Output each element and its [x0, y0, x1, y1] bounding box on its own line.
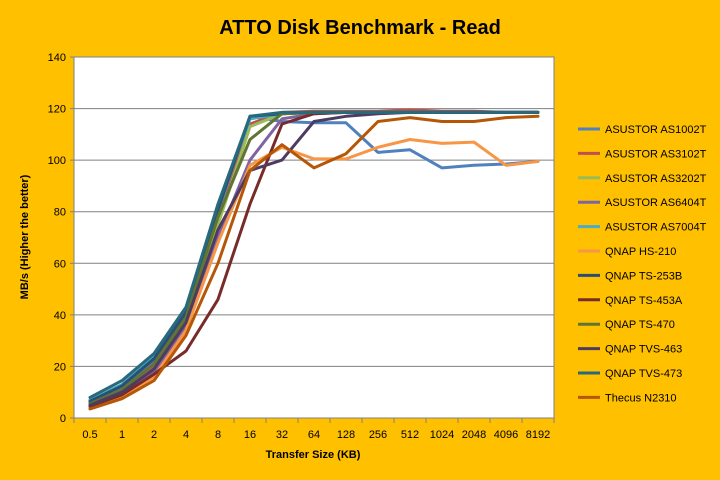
- x-tick-labels: 0.5 1 2 4 8 16 32 64 128 256 512 1024 2048 4096 8192: [82, 429, 550, 441]
- series-line: [88, 110, 540, 399]
- legend-label: ASUSTOR AS7004T: [605, 222, 707, 234]
- y-tick-label: 80: [54, 207, 66, 219]
- chart-title: ATTO Disk Benchmark - Read: [219, 17, 501, 39]
- x-tick-label: 256: [369, 429, 387, 441]
- legend-label: QNAP TS-253B: [605, 270, 682, 282]
- legend-label: Thecus N2310: [605, 392, 677, 404]
- y-tick-label: 40: [54, 310, 66, 322]
- y-tick-label: 0: [60, 413, 66, 425]
- legend-label: ASUSTOR AS1002T: [605, 124, 707, 136]
- x-tick-label: 32: [276, 429, 288, 441]
- x-tick-label: 2048: [462, 429, 486, 441]
- x-tick-label: 8192: [526, 429, 550, 441]
- legend-label: ASUSTOR AS3102T: [605, 148, 707, 160]
- x-tick-label: 8: [215, 429, 221, 441]
- legend-label: QNAP TS-470: [605, 319, 675, 331]
- legend-label: QNAP TVS-463: [605, 344, 682, 356]
- y-tick-label: 120: [48, 104, 66, 116]
- x-tick-label: 128: [337, 429, 355, 441]
- x-tick-label: 2: [151, 429, 157, 441]
- y-tick-label: 100: [48, 155, 66, 167]
- legend-label: ASUSTOR AS6404T: [605, 197, 707, 209]
- x-tick-label: 512: [401, 429, 419, 441]
- legend-label: QNAP TS-453A: [605, 295, 683, 307]
- legend: ASUSTOR AS1002T ASUSTOR AS3102T ASUSTOR AS…: [578, 124, 707, 404]
- series-line: [88, 138, 540, 410]
- x-tick-label: 64: [308, 429, 320, 441]
- y-tick-label: 20: [54, 361, 66, 373]
- x-tick-label: 4096: [494, 429, 518, 441]
- y-tick-labels: 0 20 40 60 80 100 120 140: [48, 52, 66, 425]
- x-tick-label: 1: [119, 429, 125, 441]
- x-tick-label: 4: [183, 429, 189, 441]
- grid-layer: [70, 56, 555, 423]
- x-tick-label: 16: [244, 429, 256, 441]
- legend-label: ASUSTOR AS3202T: [605, 173, 707, 185]
- y-axis-title: MB/s (Higher the better): [19, 174, 31, 299]
- legend-label: QNAP HS-210: [605, 246, 676, 258]
- series-layer: [88, 108, 540, 411]
- legend-label: QNAP TVS-473: [605, 368, 682, 380]
- series-line: [88, 114, 540, 411]
- y-tick-label: 140: [48, 52, 66, 64]
- x-tick-label: 1024: [430, 429, 454, 441]
- x-tick-label: 0.5: [82, 429, 97, 441]
- y-tick-label: 60: [54, 258, 66, 270]
- x-axis-title: Transfer Size (KB): [266, 449, 361, 461]
